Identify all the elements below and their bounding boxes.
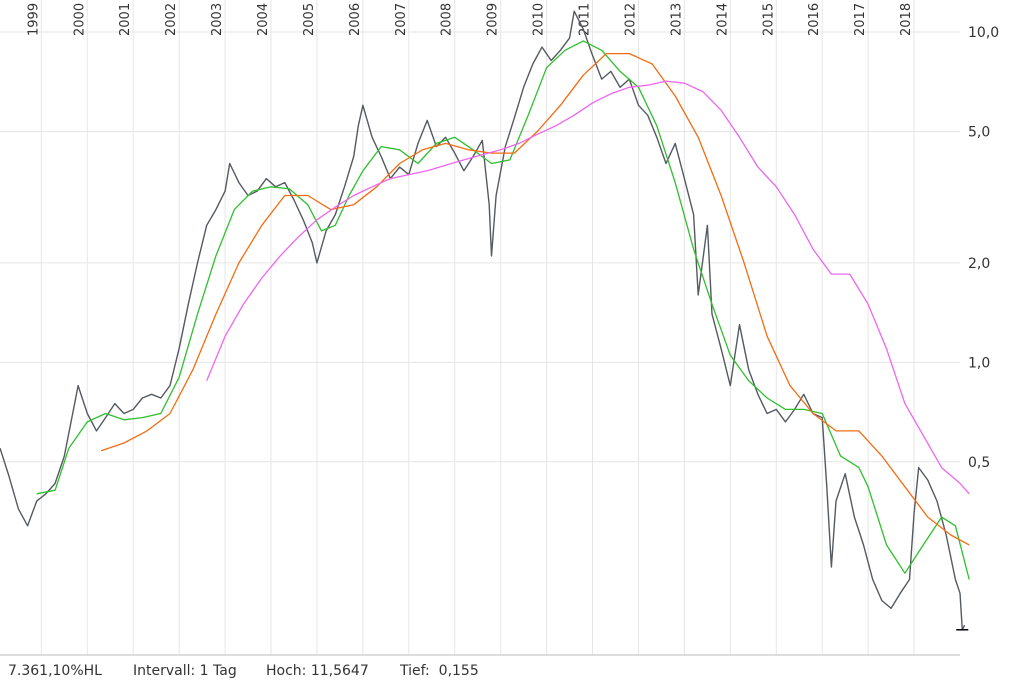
year-label: 2004	[256, 3, 271, 36]
series-line-ma-long	[206, 80, 970, 495]
y-tick-labels: 10,0 5,0 2,0 1,0 0,5	[968, 25, 999, 471]
year-label: 2008	[440, 3, 455, 36]
y-tick-label: 10,0	[968, 25, 999, 41]
year-label: 2000	[72, 3, 87, 36]
series-line-price	[0, 10, 966, 631]
year-label: 2012	[623, 3, 638, 36]
series-line-ma-mid	[100, 52, 970, 546]
series-layer	[0, 10, 970, 631]
year-label: 2016	[807, 3, 822, 36]
year-label: 2018	[899, 3, 914, 36]
y-tick-label: 0,5	[968, 455, 990, 471]
footer-interval: Intervall: 1 Tag	[133, 663, 237, 679]
year-label: 2003	[210, 3, 225, 36]
year-label: 2009	[486, 3, 501, 36]
y-tick-label: 1,0	[968, 355, 990, 371]
footer-low: Tief: 0,155	[399, 663, 479, 679]
year-labels: 1999 2000 2001 2002 2003 2004 2005 2006 2007 2008…	[26, 3, 914, 36]
year-label: 2013	[669, 3, 684, 36]
year-label: 2002	[164, 3, 179, 36]
footer-high: Hoch: 11,5647	[266, 663, 369, 679]
year-label: 2001	[118, 3, 133, 36]
year-label: 2011	[578, 3, 593, 36]
series-line-ma-short	[36, 40, 970, 580]
y-tick-label: 5,0	[968, 124, 990, 140]
year-label: 1999	[26, 3, 41, 36]
year-label: 2014	[715, 3, 730, 36]
year-label: 2015	[761, 3, 776, 36]
year-label: 2005	[302, 3, 317, 36]
year-label: 2010	[532, 3, 547, 36]
footer-ratio: 7.361,10%HL	[8, 663, 102, 679]
grid-layer	[0, 0, 960, 655]
year-label: 2007	[394, 3, 409, 36]
y-tick-label: 2,0	[968, 256, 990, 272]
year-label: 2017	[853, 3, 868, 36]
year-label: 2006	[348, 3, 363, 36]
